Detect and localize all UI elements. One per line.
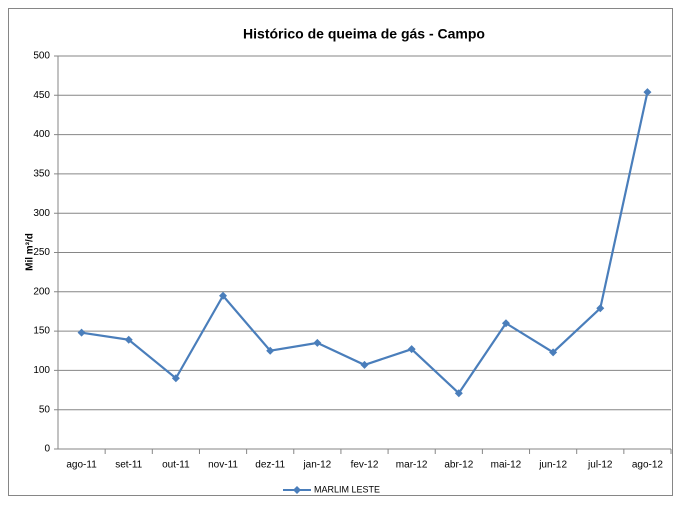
y-tick-label: 250: [33, 247, 50, 258]
data-point: [549, 348, 558, 357]
x-tick-label: jun-12: [538, 460, 567, 471]
x-tick-label: fev-12: [351, 460, 379, 471]
data-point: [313, 338, 322, 347]
legend-label: MARLIM LESTE: [314, 484, 380, 494]
data-point: [360, 360, 369, 369]
y-axis-label: Mil m³/d: [25, 233, 36, 271]
y-tick-label: 50: [39, 404, 51, 415]
data-point: [596, 304, 605, 313]
chart-title: Histórico de queima de gás - Campo: [243, 26, 485, 42]
y-tick-label: 100: [33, 365, 50, 376]
x-tick-label: ago-12: [632, 460, 664, 471]
data-point: [454, 389, 463, 398]
y-tick-label: 500: [33, 51, 50, 62]
x-tick-label: nov-11: [208, 460, 238, 471]
x-tick-label: dez-11: [255, 460, 285, 471]
y-tick-label: 450: [33, 90, 50, 101]
data-point: [643, 88, 652, 97]
y-tick-label: 150: [33, 326, 50, 337]
data-point: [77, 328, 86, 337]
data-point: [124, 335, 133, 344]
x-tick-label: mar-12: [396, 460, 428, 471]
data-point: [501, 319, 510, 328]
x-tick-label: jul-12: [587, 460, 613, 471]
data-point: [219, 291, 228, 300]
y-tick-label: 0: [44, 444, 50, 455]
legend-marker: [293, 486, 301, 494]
x-tick-label: abr-12: [444, 460, 473, 471]
data-point: [266, 346, 275, 355]
x-tick-label: out-11: [162, 460, 190, 471]
y-tick-label: 200: [33, 286, 50, 297]
y-tick-label: 350: [33, 169, 50, 180]
x-tick-label: mai-12: [491, 460, 522, 471]
x-tick-label: set-11: [115, 460, 142, 471]
y-tick-label: 400: [33, 129, 50, 140]
x-tick-label: ago-11: [66, 460, 97, 471]
y-tick-label: 300: [33, 208, 50, 219]
data-point: [407, 345, 416, 354]
x-tick-label: jan-12: [302, 460, 331, 471]
data-point: [171, 374, 180, 383]
